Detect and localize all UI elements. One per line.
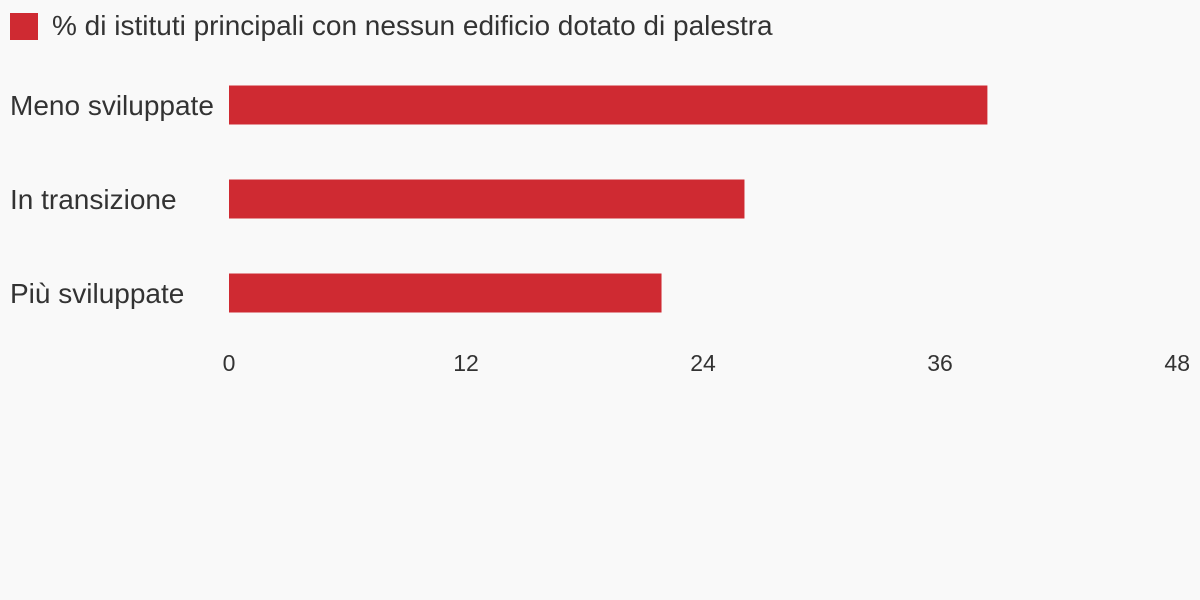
- x-tick-label: 36: [927, 350, 953, 376]
- x-tick-label: 12: [453, 350, 479, 376]
- x-tick-label: 24: [690, 350, 716, 376]
- bar: [229, 85, 988, 125]
- category-label: In transizione: [10, 184, 177, 215]
- category-label: Più sviluppate: [10, 278, 184, 309]
- x-tick-label: 0: [223, 350, 236, 376]
- bar: [229, 273, 662, 313]
- legend-swatch: [10, 12, 38, 40]
- bar: [229, 179, 745, 219]
- legend: % di istituti principali con nessun edif…: [10, 10, 773, 42]
- x-tick-label: 48: [1164, 350, 1190, 376]
- category-label: Meno sviluppate: [10, 90, 214, 121]
- legend-label: % di istituti principali con nessun edif…: [52, 10, 773, 41]
